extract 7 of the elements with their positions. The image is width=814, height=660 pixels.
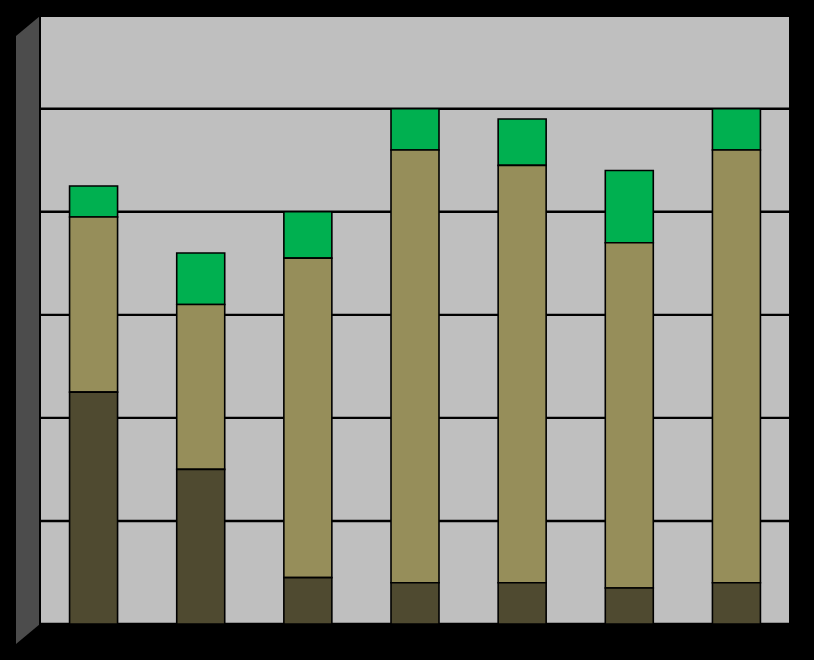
bar bbox=[390, 581, 440, 624]
bar bbox=[283, 576, 333, 624]
bar bbox=[711, 581, 762, 624]
bar bbox=[175, 468, 226, 624]
bar bbox=[497, 581, 547, 624]
bar bbox=[604, 587, 655, 624]
bar bbox=[68, 391, 119, 624]
